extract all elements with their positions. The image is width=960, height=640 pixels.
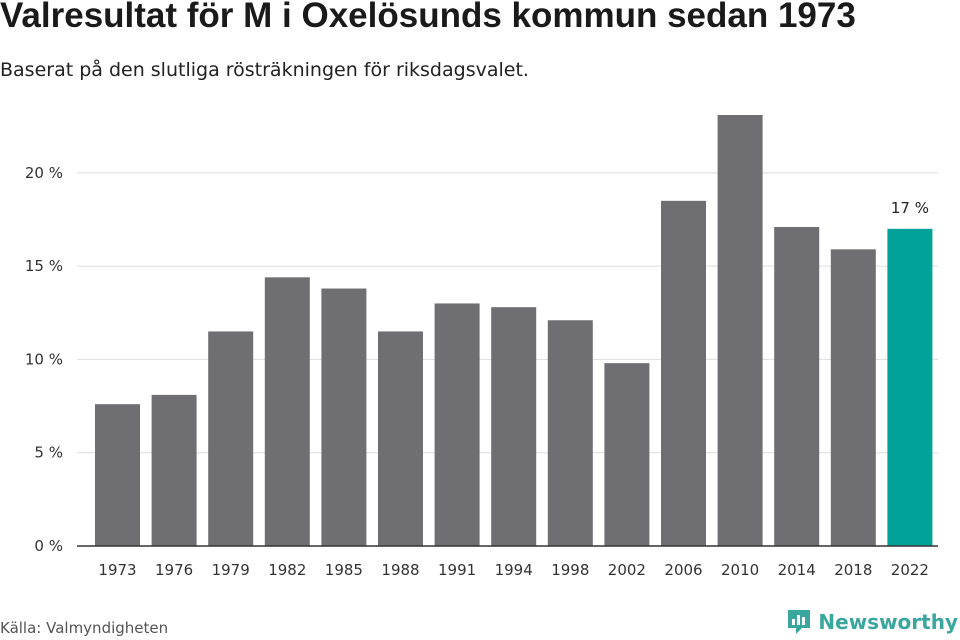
bar: [264, 277, 310, 546]
bar: [717, 115, 763, 546]
bar: [321, 288, 367, 546]
brand-name: Newsworthy: [818, 610, 958, 634]
x-tick-label: 2010: [721, 561, 759, 579]
x-tick-label: 2006: [664, 561, 702, 579]
newsworthy-logo-icon: [788, 610, 811, 634]
x-tick-label: 1994: [495, 561, 533, 579]
x-tick-label: 1991: [438, 561, 476, 579]
y-tick-label: 20 %: [25, 164, 63, 182]
bar: [151, 394, 197, 546]
chart-subtitle: Baserat på den slutliga rösträkningen fö…: [0, 59, 529, 81]
y-tick-label: 0 %: [34, 537, 63, 555]
x-tick-label: 2022: [891, 561, 929, 579]
brand-logo: Newsworthy: [786, 608, 958, 636]
bar: [434, 303, 480, 546]
bar: [774, 226, 820, 546]
x-tick-label: 2018: [834, 561, 872, 579]
bar: [547, 320, 593, 546]
bar: [491, 307, 537, 546]
bar: [95, 404, 140, 546]
bar: [830, 249, 876, 547]
data-label: 17 %: [891, 199, 929, 217]
x-tick-label: 1988: [381, 561, 419, 579]
x-tick-label: 1982: [268, 561, 306, 579]
source-note: Källa: Valmyndigheten: [0, 619, 169, 637]
bar: [208, 331, 254, 546]
x-tick-label: 1979: [212, 561, 250, 579]
x-tick-label: 1973: [98, 561, 136, 579]
x-tick-label: 2002: [608, 561, 646, 579]
x-tick-label: 1998: [551, 561, 589, 579]
bar: [604, 363, 650, 546]
y-tick-label: 5 %: [34, 444, 63, 462]
bar: [661, 200, 706, 546]
x-tick-label: 2014: [778, 561, 816, 579]
y-tick-label: 15 %: [25, 257, 63, 275]
chart-title: Valresultat för M i Oxelösunds kommun se…: [0, 0, 856, 35]
bar: [378, 331, 423, 546]
highlight-bar: [887, 228, 933, 547]
x-tick-label: 1985: [325, 561, 363, 579]
x-tick-label: 1976: [155, 561, 193, 579]
y-tick-label: 10 %: [25, 350, 63, 368]
